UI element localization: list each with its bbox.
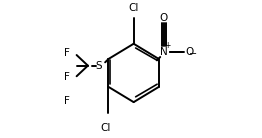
Text: F: F bbox=[64, 48, 70, 58]
Text: O: O bbox=[159, 13, 168, 23]
Text: Cl: Cl bbox=[101, 123, 111, 133]
Text: F: F bbox=[64, 96, 70, 106]
Text: N: N bbox=[160, 47, 167, 57]
Text: +: + bbox=[164, 41, 171, 50]
Text: Cl: Cl bbox=[128, 3, 139, 13]
Text: F: F bbox=[64, 72, 70, 82]
Text: O: O bbox=[185, 47, 194, 57]
Text: S: S bbox=[95, 61, 102, 71]
Text: −: − bbox=[189, 49, 197, 59]
